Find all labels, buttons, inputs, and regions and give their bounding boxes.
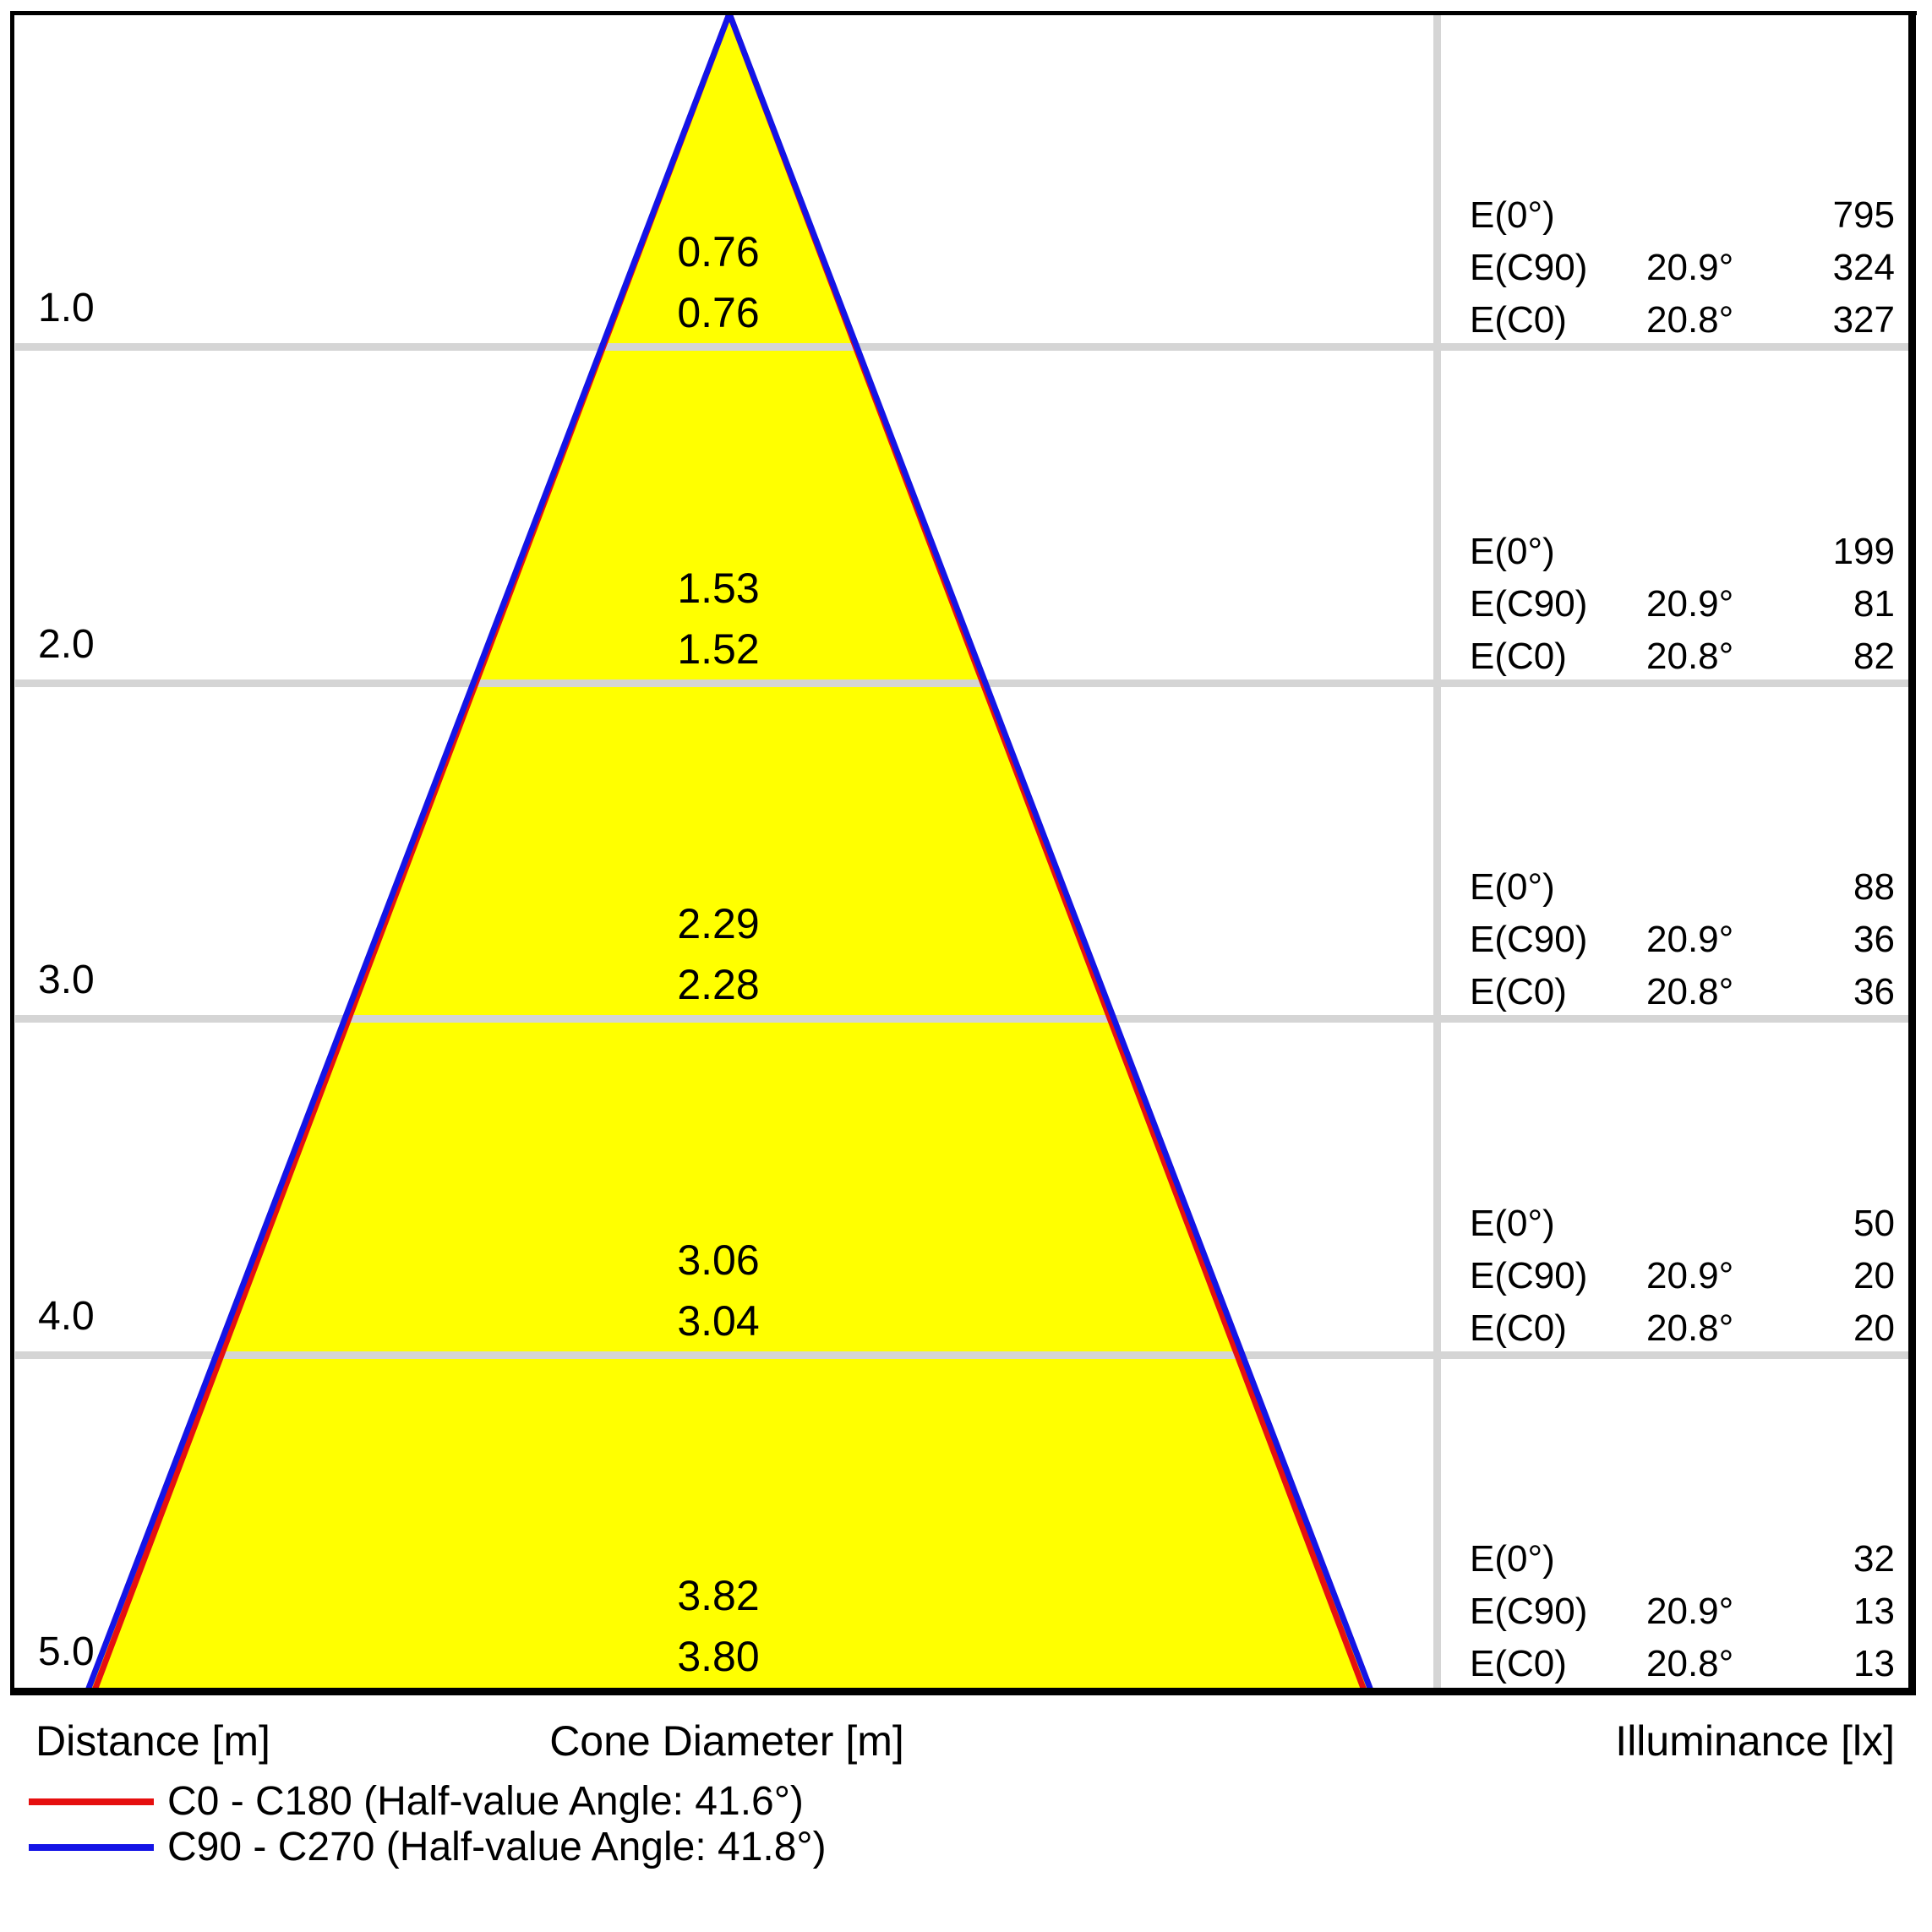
c0-c180-legend-label: C0 - C180 (Half-value Angle: 41.6°) [167, 1779, 804, 1824]
c90-c270-legend-label: C90 - C270 (Half-value Angle: 41.8°) [167, 1825, 827, 1869]
gridline-3m [15, 1015, 1908, 1023]
e0-label: E(0°) [1470, 1203, 1555, 1244]
ec90-label: E(C90) [1470, 1255, 1588, 1296]
border-bottom [10, 1688, 1916, 1695]
ec0-value: 20 [1853, 1307, 1895, 1349]
e0-label: E(0°) [1470, 1538, 1555, 1580]
ec90-value: 20 [1853, 1255, 1895, 1296]
e0-label: E(0°) [1470, 531, 1555, 572]
ec90-angle: 20.9° [1646, 919, 1734, 960]
ec0-angle: 20.8° [1646, 1643, 1734, 1684]
ec0-value: 13 [1853, 1643, 1895, 1684]
e0-value: 88 [1853, 866, 1895, 908]
cone-diameter-c0-value: 1.52 [677, 625, 760, 673]
ec90-angle: 20.9° [1646, 247, 1734, 288]
gridline-1m [15, 343, 1908, 351]
distance-label: 3.0 [38, 958, 95, 1002]
ec90-value: 13 [1853, 1591, 1895, 1632]
ec0-label: E(C0) [1470, 1307, 1567, 1349]
cone-diameter-c0-value: 2.28 [677, 961, 760, 1008]
ec0-label: E(C0) [1470, 971, 1567, 1012]
e0-value: 32 [1853, 1538, 1895, 1580]
cone-diameter-c90-value: 3.82 [677, 1572, 760, 1619]
cone-diameter-c0-value: 0.76 [677, 289, 760, 336]
illuminance-axis-label: Illuminance [lx] [1615, 1717, 1895, 1765]
ec0-angle: 20.8° [1646, 1307, 1734, 1349]
ec90-angle: 20.9° [1646, 583, 1734, 625]
gridline-4m [15, 1351, 1908, 1359]
ec0-angle: 20.8° [1646, 299, 1734, 341]
ec0-label: E(C0) [1470, 1643, 1567, 1684]
border-left [10, 11, 14, 1695]
distance-label: 1.0 [38, 286, 95, 330]
ec0-angle: 20.8° [1646, 636, 1734, 677]
border-top [10, 11, 1917, 15]
cone-diameter-c0-value: 3.04 [677, 1297, 760, 1345]
cone-diameter-c0-value: 3.80 [677, 1633, 760, 1680]
cone-diameter-axis-label: Cone Diameter [m] [549, 1717, 904, 1765]
ec0-value: 36 [1853, 971, 1895, 1012]
ec90-label: E(C90) [1470, 583, 1588, 625]
cone-diameter-c90-value: 2.29 [677, 900, 760, 947]
ec0-value: 82 [1853, 636, 1895, 677]
c0-c180-legend-line-icon [29, 1798, 154, 1805]
ec90-label: E(C90) [1470, 1591, 1588, 1632]
distance-label: 4.0 [38, 1294, 95, 1339]
ec90-value: 36 [1853, 919, 1895, 960]
ec90-angle: 20.9° [1646, 1591, 1734, 1632]
ec90-angle: 20.9° [1646, 1255, 1734, 1296]
light-cone-fill [88, 14, 1371, 1690]
distance-label: 5.0 [38, 1629, 95, 1674]
cone-diameter-c90-value: 1.53 [677, 565, 760, 612]
e0-value: 50 [1853, 1203, 1895, 1244]
ec90-label: E(C90) [1470, 247, 1588, 288]
ec0-label: E(C0) [1470, 299, 1567, 341]
ec0-label: E(C0) [1470, 636, 1567, 677]
e0-label: E(0°) [1470, 866, 1555, 908]
distance-label: 2.0 [38, 622, 95, 667]
gridline-2m [15, 679, 1908, 687]
ec90-value: 324 [1832, 247, 1895, 288]
cone-diameter-c90-value: 0.76 [677, 228, 760, 276]
ec0-value: 327 [1832, 299, 1895, 341]
distance-axis-label: Distance [m] [35, 1717, 270, 1765]
cone-diameter-c90-value: 3.06 [677, 1236, 760, 1284]
e0-value: 199 [1832, 531, 1895, 572]
e0-value: 795 [1832, 194, 1895, 236]
c90-c270-legend-line-icon [29, 1844, 154, 1851]
border-right [1908, 11, 1916, 1695]
ec0-angle: 20.8° [1646, 971, 1734, 1012]
e0-label: E(0°) [1470, 194, 1555, 236]
panel-divider [1433, 15, 1441, 1688]
c90-c270-beam-line [85, 12, 1374, 1692]
ec90-label: E(C90) [1470, 919, 1588, 960]
ec90-value: 81 [1853, 583, 1895, 625]
